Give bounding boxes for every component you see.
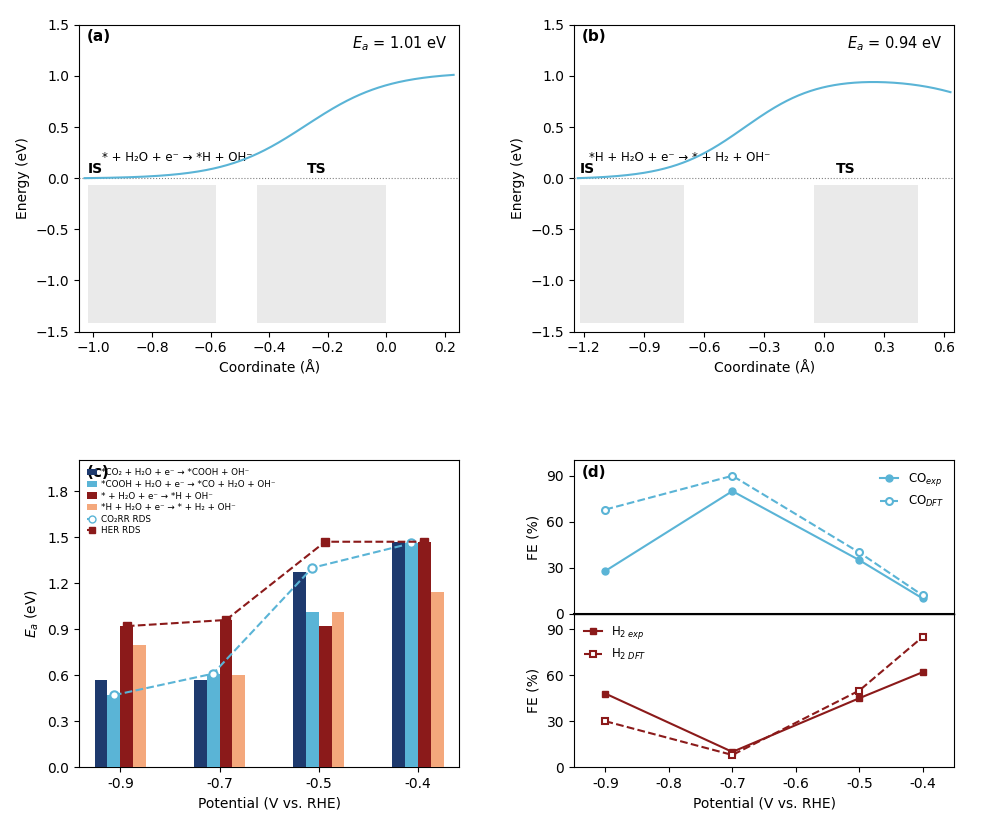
Bar: [133, 644, 147, 767]
Legend: CO$_{exp}$, CO$_{DFT}$: CO$_{exp}$, CO$_{DFT}$: [876, 466, 949, 514]
CO$_{exp}$: [599, 566, 611, 576]
Text: (c): (c): [87, 465, 109, 480]
Bar: [405, 544, 418, 767]
Bar: [431, 592, 444, 767]
H$_{2\ exp}$: [853, 693, 865, 703]
Bar: [107, 695, 120, 767]
Bar: [306, 612, 319, 767]
Text: (d): (d): [582, 465, 606, 480]
Text: TS: TS: [836, 162, 856, 176]
Bar: [207, 674, 219, 767]
Y-axis label: Energy (eV): Energy (eV): [511, 137, 524, 219]
CO$_{exp}$: [917, 593, 929, 603]
Y-axis label: Energy (eV): Energy (eV): [16, 137, 30, 219]
Y-axis label: $E_a$ (eV): $E_a$ (eV): [24, 589, 41, 639]
Legend: *CO₂ + H₂O + e⁻ → *COOH + OH⁻, *COOH + H₂O + e⁻ → *CO + H₂O + OH⁻, * + H₂O + e⁻ : *CO₂ + H₂O + e⁻ → *COOH + OH⁻, *COOH + H…: [83, 464, 278, 539]
X-axis label: Potential (V vs. RHE): Potential (V vs. RHE): [693, 796, 835, 810]
Line: H$_{2\ exp}$: H$_{2\ exp}$: [602, 669, 926, 756]
Bar: [94, 680, 107, 767]
Bar: [120, 626, 133, 767]
FancyBboxPatch shape: [258, 186, 387, 323]
Bar: [219, 620, 232, 767]
FancyBboxPatch shape: [88, 186, 216, 323]
Text: IS: IS: [88, 162, 102, 176]
Legend: H$_{2\ exp}$, H$_{2\ DFT}$: H$_{2\ exp}$, H$_{2\ DFT}$: [580, 620, 651, 667]
Bar: [319, 626, 332, 767]
Text: *H + H₂O + e⁻ → * + H₂ + OH⁻: *H + H₂O + e⁻ → * + H₂ + OH⁻: [589, 150, 770, 163]
Text: $E_a$ = 1.01 eV: $E_a$ = 1.01 eV: [352, 34, 448, 53]
CO$_{DFT}$: [917, 591, 929, 601]
FancyBboxPatch shape: [580, 186, 684, 323]
H$_{2\ DFT}$: [853, 686, 865, 695]
Bar: [418, 542, 431, 767]
Y-axis label: FE (%): FE (%): [526, 515, 541, 559]
Text: * + H₂O + e⁻ → *H + OH⁻: * + H₂O + e⁻ → *H + OH⁻: [101, 150, 252, 163]
Text: TS: TS: [307, 162, 327, 176]
CO$_{exp}$: [853, 555, 865, 565]
CO$_{DFT}$: [853, 548, 865, 558]
Bar: [194, 680, 207, 767]
Bar: [232, 675, 245, 767]
X-axis label: Potential (V vs. RHE): Potential (V vs. RHE): [198, 796, 340, 810]
X-axis label: Coordinate (Å): Coordinate (Å): [218, 361, 320, 375]
Text: (b): (b): [582, 30, 606, 45]
H$_{2\ exp}$: [917, 667, 929, 677]
Y-axis label: FE (%): FE (%): [526, 668, 541, 713]
H$_{2\ exp}$: [726, 747, 738, 757]
Bar: [293, 573, 306, 767]
H$_{2\ DFT}$: [599, 716, 611, 726]
Text: (a): (a): [87, 30, 110, 45]
Bar: [392, 542, 405, 767]
Text: IS: IS: [580, 162, 595, 176]
H$_{2\ DFT}$: [917, 632, 929, 642]
Line: CO$_{DFT}$: CO$_{DFT}$: [602, 472, 926, 599]
CO$_{DFT}$: [599, 505, 611, 515]
Line: H$_{2\ DFT}$: H$_{2\ DFT}$: [602, 634, 926, 758]
X-axis label: Coordinate (Å): Coordinate (Å): [713, 361, 815, 375]
Bar: [332, 612, 344, 767]
H$_{2\ exp}$: [599, 689, 611, 699]
Text: $E_a$ = 0.94 eV: $E_a$ = 0.94 eV: [847, 34, 943, 53]
CO$_{exp}$: [726, 486, 738, 496]
H$_{2\ DFT}$: [726, 750, 738, 760]
CO$_{DFT}$: [726, 471, 738, 481]
FancyBboxPatch shape: [814, 186, 918, 323]
Line: CO$_{exp}$: CO$_{exp}$: [602, 488, 926, 602]
